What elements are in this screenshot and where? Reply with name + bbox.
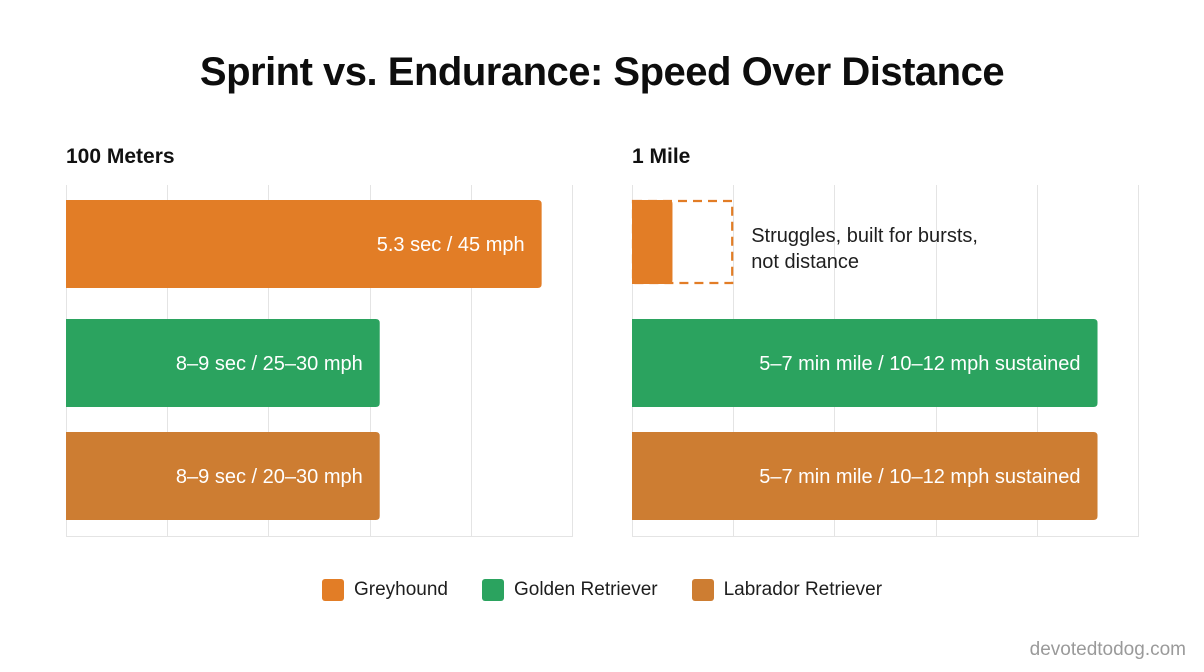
bar-label-labrador-retriever: 8–9 sec / 20–30 mph (176, 466, 363, 488)
chart-title: Sprint vs. Endurance: Speed Over Distanc… (199, 50, 1005, 94)
legend-swatch-labrador-retriever (691, 579, 714, 601)
annotation-greyhound: Struggles, built for bursts, not distance (751, 225, 978, 273)
bar-labrador-retriever (66, 432, 380, 520)
panel-100m: 5.3 sec / 45 mph 8–9 sec / 25–30 mph 8–9 s… (66, 185, 573, 537)
legend: Greyhound Golden Retriever Labrador Retrie… (0, 579, 1204, 601)
plot-1mile-svg: 5–7 min mile / 10–12 mph sustained 5–7 mi… (631, 185, 1139, 537)
bar-greyhound (66, 200, 542, 288)
legend-label-golden-retriever: Golden Retriever (513, 579, 658, 600)
bar-golden-retriever (632, 319, 1098, 407)
bar-greyhound (632, 200, 673, 284)
bar-label-labrador-retriever: 5–7 min mile / 10–12 mph sustained (759, 466, 1080, 488)
legend-item-golden-retriever: Golden Retriever (481, 579, 658, 601)
panel-1mile: 5–7 min mile / 10–12 mph sustained 5–7 mi… (631, 185, 1139, 537)
legend-item-labrador-retriever: Labrador Retriever (691, 579, 883, 601)
bar-label-golden-retriever: 5–7 min mile / 10–12 mph sustained (759, 353, 1080, 375)
legend-swatch-golden-retriever (481, 579, 504, 601)
bar-golden-retriever (66, 319, 380, 407)
legend-item-greyhound: Greyhound (321, 579, 448, 601)
legend-swatch-greyhound (321, 579, 344, 601)
bar-label-golden-retriever: 8–9 sec / 25–30 mph (176, 353, 363, 375)
panel-title-100m: 100 Meters (66, 145, 175, 168)
plot-100m-svg: 5.3 sec / 45 mph 8–9 sec / 25–30 mph 8–9 s… (66, 185, 573, 537)
legend-label-labrador-retriever: Labrador Retriever (723, 579, 883, 600)
watermark: devotedtodog.com (1029, 639, 1186, 660)
bar-labrador-retriever (632, 432, 1098, 520)
panel-title-1mile: 1 Mile (632, 145, 691, 168)
legend-label-greyhound: Greyhound (353, 579, 448, 600)
bar-label-greyhound: 5.3 sec / 45 mph (377, 234, 525, 256)
